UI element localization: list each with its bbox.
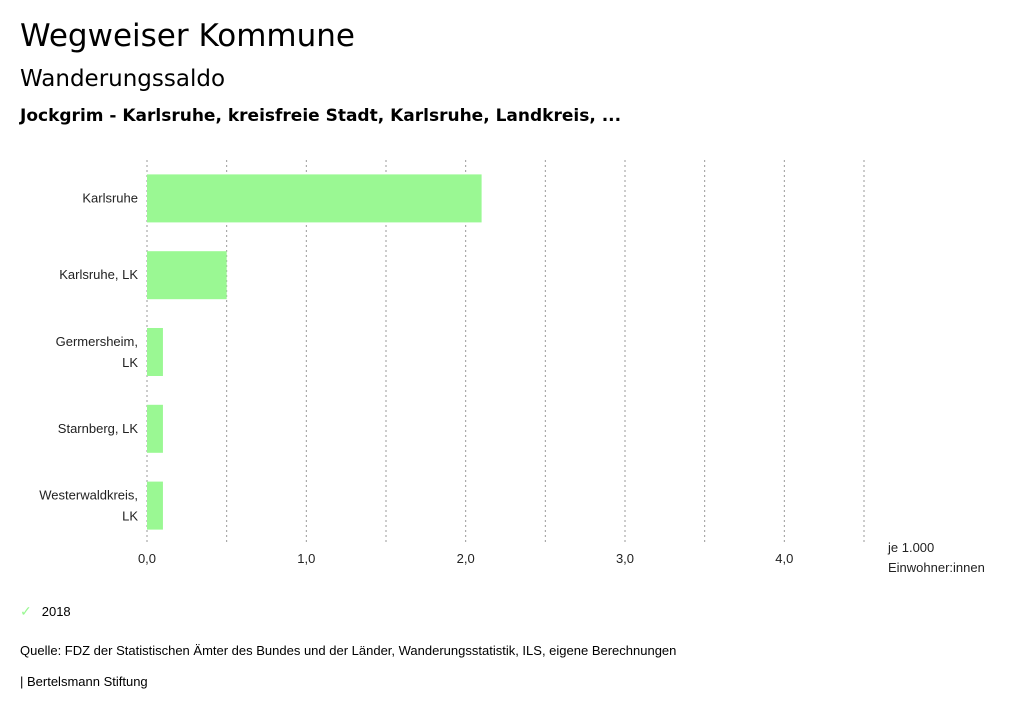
x-axis-label: Einwohner:innen: [888, 560, 985, 575]
y-tick-label: LK: [122, 509, 138, 524]
x-tick-label: 0,0: [138, 551, 156, 566]
y-tick-label: Karlsruhe, LK: [59, 267, 138, 282]
y-tick-label: Westerwaldkreis,: [39, 488, 138, 503]
y-tick-label: Karlsruhe: [82, 190, 138, 205]
y-tick-label: Germersheim,: [56, 334, 138, 349]
x-tick-label: 1,0: [297, 551, 315, 566]
source-text: Quelle: FDZ der Statistischen Ämter des …: [20, 643, 677, 658]
bar: [147, 481, 163, 530]
bar: [147, 404, 163, 453]
legend-item[interactable]: ✓ 2018: [20, 603, 71, 620]
x-tick-label: 2,0: [457, 551, 475, 566]
bar: [147, 328, 163, 376]
y-tick-label: Starnberg, LK: [58, 421, 139, 436]
y-tick-label: LK: [122, 355, 138, 370]
check-icon: ✓: [20, 603, 32, 619]
x-tick-label: 3,0: [616, 551, 634, 566]
regions-title: Jockgrim - Karlsruhe, kreisfreie Stadt, …: [20, 106, 622, 126]
indicator-title: Wanderungssaldo: [20, 66, 226, 92]
x-axis-label: je 1.000: [887, 540, 934, 555]
bar-chart: 0,0 1,0 2,0 3,0 4,0 je 1.000 Einwohner:innen Ka…: [39, 160, 985, 575]
app-title: Wegweiser Kommune: [20, 18, 355, 54]
legend-label: 2018: [41, 604, 71, 619]
x-tick-label: 4,0: [775, 551, 793, 566]
bar: [147, 174, 482, 223]
brand-text: | Bertelsmann Stiftung: [20, 674, 148, 689]
bar: [147, 251, 227, 300]
